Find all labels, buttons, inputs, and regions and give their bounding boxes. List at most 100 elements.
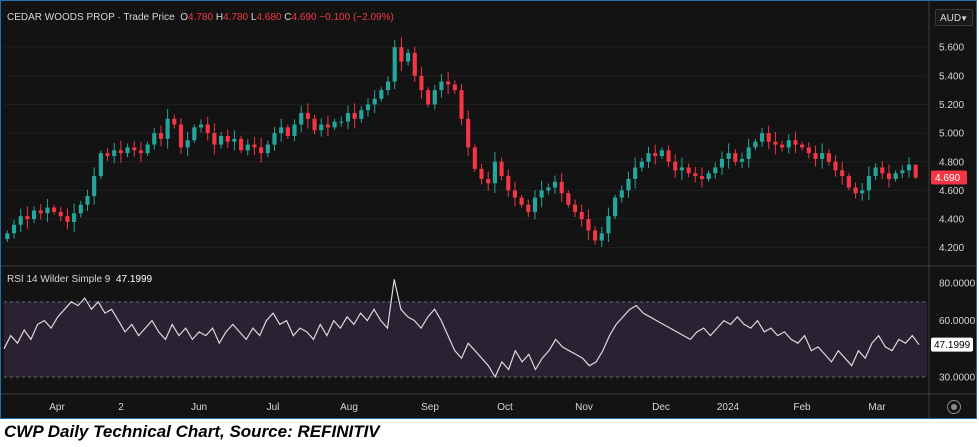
candle-body [566, 193, 571, 205]
candle-body [38, 210, 43, 214]
candle-body [699, 176, 705, 179]
candle-body [205, 124, 210, 134]
x-tick-label: Jul [267, 402, 280, 413]
candle-body [833, 161, 838, 171]
candle-body [653, 153, 658, 157]
candle-body [72, 213, 77, 222]
candle-body [25, 216, 30, 220]
rsi-value: 47.1999 [115, 274, 153, 285]
candle-body [145, 144, 150, 154]
last-price-label: 4.690 [935, 173, 960, 184]
rsi-band [4, 301, 927, 377]
candle-body [31, 210, 37, 220]
price-tick-label: 4.400 [939, 215, 964, 226]
candle-body [359, 110, 364, 119]
candle-body [412, 52, 417, 76]
settings-icon[interactable] [947, 400, 961, 414]
price-header: CEDAR WOODS PROP · Trade Price O4.780 H4… [7, 12, 394, 23]
candle-body [379, 90, 384, 99]
candle-body [512, 190, 518, 198]
candle-body [739, 158, 745, 162]
candle-body [279, 127, 284, 134]
candle-body [259, 147, 264, 154]
last-price-badge [931, 170, 967, 185]
candle-body [432, 90, 437, 105]
rsi-label[interactable]: RSI 14 Wilder Simple 9 [7, 274, 111, 285]
candle-body [693, 173, 698, 177]
candle-body [11, 224, 17, 234]
candle-body [579, 211, 584, 220]
candle-body [392, 47, 397, 82]
candle-body [860, 190, 865, 194]
candle-body [546, 187, 551, 191]
candle-body [439, 81, 444, 91]
candle-body [786, 140, 791, 148]
x-tick-label: Nov [575, 402, 593, 413]
candle-body [900, 170, 905, 174]
candle-body [606, 216, 611, 234]
x-tick-label: Oct [497, 402, 513, 413]
candle-body [793, 140, 798, 145]
open-label: O [180, 12, 189, 23]
candle-body [239, 138, 244, 151]
candle-body [532, 197, 538, 212]
candle-body [713, 167, 718, 174]
candle-body [820, 153, 825, 159]
candle-body [399, 47, 404, 62]
candle-body [506, 176, 511, 191]
candle-body [853, 187, 858, 194]
candle-body [746, 147, 751, 159]
price-tick-label: 5.200 [939, 100, 964, 111]
candle-body [619, 190, 624, 198]
candle-body [499, 161, 504, 177]
price-tick-label: 4.600 [939, 186, 964, 197]
price-tick-label: 5.400 [939, 71, 964, 82]
x-tick-label: Jun [191, 402, 207, 413]
candle-body [132, 147, 137, 151]
candle-body [52, 207, 57, 212]
candle-body [559, 181, 564, 194]
candle-body [58, 211, 63, 217]
candle-body [733, 153, 738, 162]
close-value: 4.690 [291, 12, 317, 23]
candle-body [265, 144, 270, 154]
currency-select[interactable]: AUD ▼ [935, 9, 973, 26]
candle-body [172, 118, 177, 125]
candle-body [586, 219, 591, 231]
candle-body [245, 144, 250, 151]
candle-body [312, 118, 317, 131]
x-tick-label: Aug [340, 402, 358, 413]
candle-body [299, 113, 304, 125]
candle-body [526, 204, 531, 212]
high-label: H [215, 12, 224, 23]
candle-body [753, 141, 758, 148]
candle-body [459, 90, 464, 119]
x-tick-label: Feb [793, 402, 811, 413]
candle-body [352, 113, 357, 119]
rsi-last-badge [931, 337, 973, 352]
x-tick-label: Apr [49, 402, 65, 413]
candle-body [800, 144, 805, 148]
rsi-tick-label: 30.0000 [939, 372, 976, 383]
candle-body [726, 153, 731, 159]
candle-body [98, 153, 103, 177]
candle-body [479, 168, 484, 179]
rsi-last-label: 47.1999 [934, 340, 971, 351]
price-source: Trade Price [123, 12, 175, 23]
candle-body [846, 176, 851, 188]
candle-body [118, 150, 123, 154]
candle-body [806, 147, 811, 154]
candle-body [385, 81, 391, 91]
candle-body [886, 173, 892, 179]
candle-body [679, 167, 684, 171]
candle-body [593, 230, 598, 241]
candle-body [92, 176, 97, 197]
candle-body [138, 150, 143, 154]
candle-body [646, 153, 651, 162]
candle-body [85, 196, 90, 205]
symbol-name[interactable]: CEDAR WOODS PROP [7, 12, 115, 23]
candle-body [633, 167, 638, 179]
close-label: C [284, 12, 292, 23]
candle-body [492, 161, 497, 184]
candle-body [773, 141, 778, 145]
